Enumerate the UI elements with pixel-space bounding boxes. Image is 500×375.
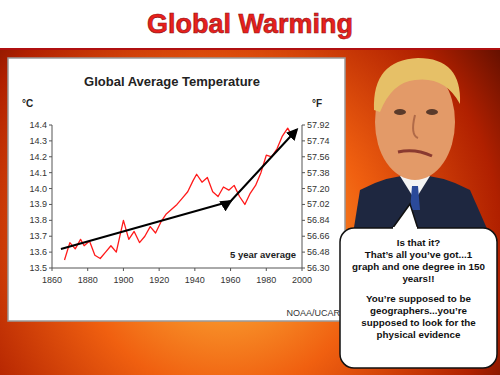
x-tick-label: 1860 [42, 275, 62, 285]
x-tick [87, 268, 88, 271]
y2-tick-label: 57.20 [307, 184, 330, 194]
y2-tick [302, 220, 305, 221]
bubble-tail-join [393, 227, 417, 231]
y2-tick [302, 125, 305, 126]
y2-tick-label: 57.56 [307, 152, 330, 162]
hair [374, 58, 460, 112]
y-tick [49, 204, 52, 205]
y2-tick-label: 56.84 [307, 215, 330, 225]
y-tick-label: 13.9 [29, 199, 47, 209]
speech-text: supposed to look for the [361, 317, 476, 328]
y2-tick [302, 172, 305, 173]
x-tick-label: 1880 [78, 275, 98, 285]
y2-tick-label: 57.74 [307, 136, 330, 146]
y-tick-label: 14.2 [29, 152, 47, 162]
x-tick [230, 268, 231, 271]
y-axis-line [52, 125, 53, 268]
speech-text: years!! [402, 273, 434, 284]
source-note: NOAA/UCAR [286, 308, 340, 318]
y2-tick-label: 56.30 [307, 263, 330, 273]
y-tick [49, 172, 52, 173]
y2-axis-line [302, 125, 303, 268]
speech-text: graph and one degree in 150 [352, 261, 485, 272]
y2-axis-label: °F [312, 98, 322, 109]
y-tick [49, 156, 52, 157]
y2-tick [302, 140, 305, 141]
mouth [398, 151, 432, 156]
x-tick [52, 268, 53, 271]
x-tick [302, 268, 303, 271]
chart-title: Global Average Temperature [84, 74, 260, 89]
y2-tick-label: 57.38 [307, 168, 330, 178]
slide-title: Global Warming [147, 9, 353, 39]
bubble-tail [392, 204, 418, 229]
y-tick-label: 14.3 [29, 136, 47, 146]
title-rule [0, 48, 500, 50]
eye [426, 109, 438, 115]
y-tick-label: 14.1 [29, 168, 47, 178]
portrait [352, 58, 492, 240]
y2-tick-label: 56.48 [307, 247, 330, 257]
annotation: 5 year average [230, 249, 296, 260]
slide: Global Warming Global Average Temperature… [0, 0, 500, 375]
title-band [0, 0, 500, 48]
x-tick-label: 2000 [292, 275, 312, 285]
y-tick-label: 13.7 [29, 231, 47, 241]
y-tick-label: 13.8 [29, 215, 47, 225]
y2-tick [302, 236, 305, 237]
y-tick-label: 14.4 [29, 120, 47, 130]
y-tick-label: 13.6 [29, 247, 47, 257]
y2-tick [302, 188, 305, 189]
y2-tick-label: 56.66 [307, 231, 330, 241]
x-tick-label: 1940 [185, 275, 205, 285]
y2-tick [302, 252, 305, 253]
y-tick [49, 125, 52, 126]
speech-bubble [340, 228, 497, 368]
y-tick [49, 252, 52, 253]
speech-text: You’re supposed to be [366, 293, 471, 304]
x-tick [194, 268, 195, 271]
y-tick [49, 236, 52, 237]
y2-tick [302, 156, 305, 157]
eye [394, 109, 406, 115]
y-axis-label: °C [22, 98, 33, 109]
y2-tick-label: 57.02 [307, 199, 330, 209]
temperature-line [65, 128, 297, 260]
x-tick-label: 1900 [113, 275, 133, 285]
trend-arrow [61, 130, 297, 249]
y-tick-label: 13.5 [29, 263, 47, 273]
speech-text: physical evidence [377, 329, 461, 340]
chart-panel [8, 58, 345, 321]
x-tick [123, 268, 124, 271]
nose [413, 115, 418, 138]
x-axis-line [52, 268, 302, 269]
y-tick [49, 140, 52, 141]
y-tick [49, 188, 52, 189]
y2-tick [302, 204, 305, 205]
speech-text: Is that it? [397, 237, 441, 248]
y-tick [49, 220, 52, 221]
plot-area [61, 128, 297, 260]
y2-tick-label: 57.92 [307, 120, 330, 130]
x-tick-label: 1920 [149, 275, 169, 285]
x-tick-label: 1960 [221, 275, 241, 285]
x-tick-label: 1980 [256, 275, 276, 285]
x-tick [266, 268, 267, 271]
speech-text: geographers...you’re [370, 305, 467, 316]
y-tick-label: 14.0 [29, 184, 47, 194]
speech-text: That’s all you’ve got...1 [365, 249, 473, 260]
x-tick [159, 268, 160, 271]
